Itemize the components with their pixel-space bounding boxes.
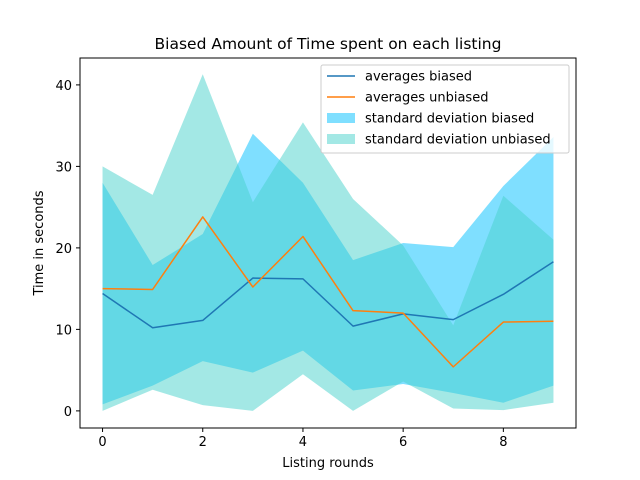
y-axis-label: Time in seconds	[32, 190, 47, 296]
plot-frame	[79, 57, 577, 429]
confidence-bands	[102, 74, 554, 411]
legend-label-averages-unbiased: averages unbiased	[365, 91, 488, 106]
x-axis-ticks: 0 2 4 6 8	[98, 428, 507, 450]
legend-label-averages-biased: averages biased	[365, 70, 472, 85]
x-axis-label: Listing rounds	[282, 456, 374, 471]
legend-swatch-standard-deviation-unbiased	[327, 134, 355, 144]
legend-swatch-standard-deviation-biased	[327, 113, 355, 123]
x-tick-label: 2	[199, 435, 207, 450]
y-tick-label: 40	[55, 79, 72, 94]
x-tick-label: 6	[399, 435, 407, 450]
legend-label-standard-deviation-biased: standard deviation biased	[365, 112, 534, 127]
y-tick-label: 30	[55, 160, 72, 175]
x-tick-label: 4	[299, 435, 307, 450]
line-averages-biased	[102, 261, 554, 329]
line-averages-unbiased	[102, 216, 554, 368]
y-tick-label: 0	[64, 405, 72, 420]
y-tick-label: 20	[55, 242, 72, 257]
band-standard-deviation-unbiased	[102, 74, 554, 411]
x-tick-label: 8	[499, 435, 507, 450]
x-tick-label: 0	[98, 435, 106, 450]
legend: averages biased averages unbiased standard…	[320, 64, 570, 154]
y-tick-label: 10	[55, 323, 72, 338]
y-axis-ticks: 0 10 20 30 40	[55, 79, 80, 420]
legend-label-standard-deviation-unbiased: standard deviation unbiased	[365, 133, 551, 148]
average-lines	[102, 216, 554, 368]
legend-box	[320, 64, 570, 154]
chart-title: Biased Amount of Time spent on each list…	[155, 35, 502, 53]
